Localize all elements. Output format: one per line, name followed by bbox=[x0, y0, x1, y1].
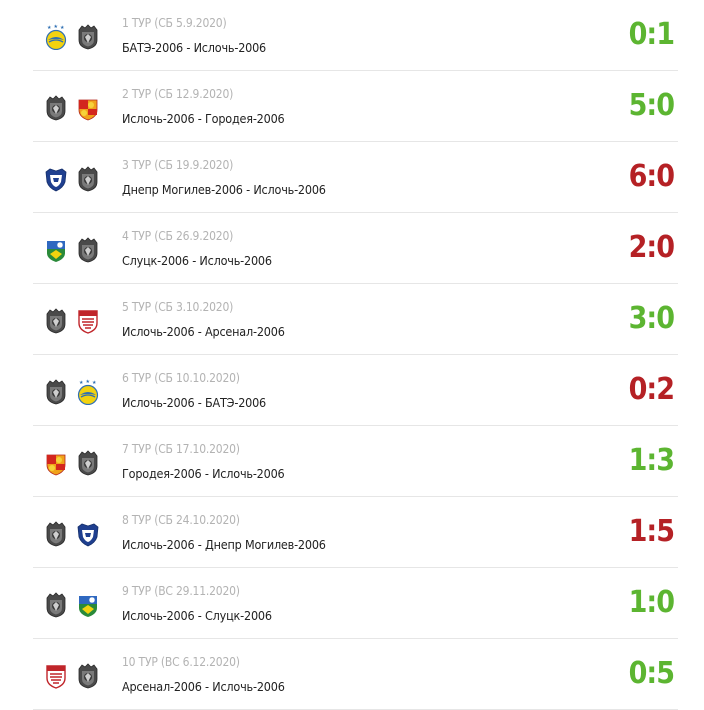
team-logos bbox=[44, 95, 98, 121]
team-logos bbox=[44, 592, 98, 618]
match-row[interactable]: 8 ТУР (СБ 24.10.2020) Ислочь-2006 - Днепр… bbox=[33, 497, 678, 568]
match-teams[interactable]: Ислочь-2006 - Днепр Могилев-2006 bbox=[122, 537, 326, 552]
match-score[interactable]: 1:5 bbox=[628, 514, 675, 549]
gorodeya-logo-icon bbox=[76, 95, 100, 121]
isloch-logo-icon bbox=[76, 663, 100, 689]
match-score[interactable]: 0:1 bbox=[628, 17, 675, 52]
match-teams[interactable]: Ислочь-2006 - Слуцк-2006 bbox=[122, 608, 272, 623]
bate-logo-icon bbox=[44, 24, 68, 50]
arsenal-logo-icon bbox=[76, 308, 100, 334]
match-row[interactable]: 2 ТУР (СБ 12.9.2020) Ислочь-2006 - Городе… bbox=[33, 71, 678, 142]
gorodeya-logo-icon bbox=[44, 450, 68, 476]
match-row[interactable]: 1 ТУР (СБ 5.9.2020) БАТЭ-2006 - Ислочь-20… bbox=[33, 0, 678, 71]
match-row[interactable]: 7 ТУР (СБ 17.10.2020) Городея-2006 - Исло… bbox=[33, 426, 678, 497]
match-row[interactable]: 4 ТУР (СБ 26.9.2020) Слуцк-2006 - Ислочь-… bbox=[33, 213, 678, 284]
match-round-date: 9 ТУР (ВС 29.11.2020) bbox=[122, 584, 240, 598]
match-round-date: 7 ТУР (СБ 17.10.2020) bbox=[122, 442, 240, 456]
isloch-logo-icon bbox=[44, 95, 68, 121]
match-score[interactable]: 0:5 bbox=[628, 656, 675, 691]
slutsk-logo-icon bbox=[44, 237, 68, 263]
isloch-logo-icon bbox=[76, 237, 100, 263]
match-round-date: 4 ТУР (СБ 26.9.2020) bbox=[122, 229, 234, 243]
match-teams[interactable]: Ислочь-2006 - Арсенал-2006 bbox=[122, 324, 285, 339]
team-logos bbox=[44, 24, 98, 50]
match-score[interactable]: 1:0 bbox=[628, 585, 675, 620]
match-teams[interactable]: Арсенал-2006 - Ислочь-2006 bbox=[122, 679, 285, 694]
match-round-date: 8 ТУР (СБ 24.10.2020) bbox=[122, 513, 240, 527]
team-logos bbox=[44, 237, 98, 263]
team-logos bbox=[44, 379, 98, 405]
match-round-date: 10 ТУР (ВС 6.12.2020) bbox=[122, 655, 240, 669]
match-score[interactable]: 0:2 bbox=[628, 372, 675, 407]
isloch-logo-icon bbox=[44, 308, 68, 334]
team-logos bbox=[44, 450, 98, 476]
match-teams[interactable]: Городея-2006 - Ислочь-2006 bbox=[122, 466, 285, 481]
dnepr-logo-icon bbox=[76, 521, 100, 547]
arsenal-logo-icon bbox=[44, 663, 68, 689]
isloch-logo-icon bbox=[76, 166, 100, 192]
match-round-date: 2 ТУР (СБ 12.9.2020) bbox=[122, 87, 234, 101]
isloch-logo-icon bbox=[44, 379, 68, 405]
match-row[interactable]: 9 ТУР (ВС 29.11.2020) Ислочь-2006 - Слуцк… bbox=[33, 568, 678, 639]
team-logos bbox=[44, 663, 98, 689]
match-score[interactable]: 3:0 bbox=[628, 301, 675, 336]
match-teams[interactable]: БАТЭ-2006 - Ислочь-2006 bbox=[122, 40, 267, 55]
match-row[interactable]: 6 ТУР (СБ 10.10.2020) Ислочь-2006 - БАТЭ-… bbox=[33, 355, 678, 426]
match-row[interactable]: 5 ТУР (СБ 3.10.2020) Ислочь-2006 - Арсена… bbox=[33, 284, 678, 355]
match-row[interactable]: 3 ТУР (СБ 19.9.2020) Днепр Могилев-2006 -… bbox=[33, 142, 678, 213]
match-row[interactable]: 10 ТУР (ВС 6.12.2020) Арсенал-2006 - Исло… bbox=[33, 639, 678, 710]
match-score[interactable]: 5:0 bbox=[628, 88, 675, 123]
slutsk-logo-icon bbox=[76, 592, 100, 618]
isloch-logo-icon bbox=[44, 521, 68, 547]
match-score[interactable]: 2:0 bbox=[628, 230, 675, 265]
match-round-date: 5 ТУР (СБ 3.10.2020) bbox=[122, 300, 234, 314]
match-score[interactable]: 6:0 bbox=[628, 159, 675, 194]
isloch-logo-icon bbox=[44, 592, 68, 618]
match-round-date: 3 ТУР (СБ 19.9.2020) bbox=[122, 158, 234, 172]
match-teams[interactable]: Слуцк-2006 - Ислочь-2006 bbox=[122, 253, 272, 268]
match-round-date: 1 ТУР (СБ 5.9.2020) bbox=[122, 16, 227, 30]
match-round-date: 6 ТУР (СБ 10.10.2020) bbox=[122, 371, 240, 385]
match-list: 1 ТУР (СБ 5.9.2020) БАТЭ-2006 - Ислочь-20… bbox=[33, 0, 678, 710]
dnepr-logo-icon bbox=[44, 166, 68, 192]
isloch-logo-icon bbox=[76, 450, 100, 476]
match-teams[interactable]: Днепр Могилев-2006 - Ислочь-2006 bbox=[122, 182, 326, 197]
bate-logo-icon bbox=[76, 379, 100, 405]
team-logos bbox=[44, 521, 98, 547]
isloch-logo-icon bbox=[76, 24, 100, 50]
match-teams[interactable]: Ислочь-2006 - БАТЭ-2006 bbox=[122, 395, 267, 410]
match-teams[interactable]: Ислочь-2006 - Городея-2006 bbox=[122, 111, 285, 126]
team-logos bbox=[44, 308, 98, 334]
match-score[interactable]: 1:3 bbox=[628, 443, 675, 478]
team-logos bbox=[44, 166, 98, 192]
